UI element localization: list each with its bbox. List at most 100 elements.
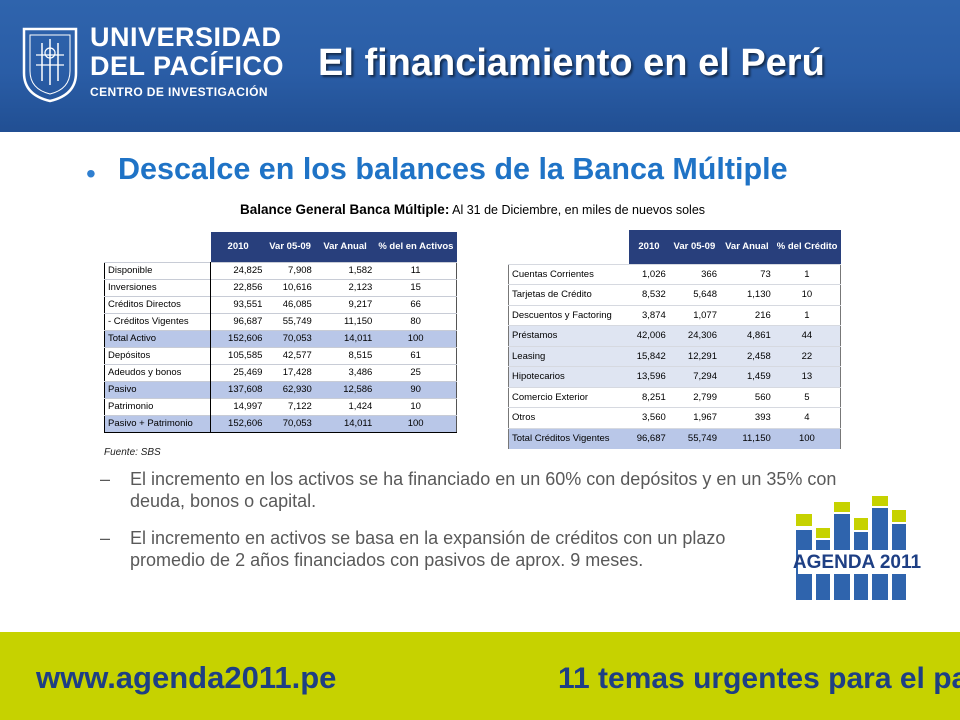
table-row: Descuentos y Factoring 3,874 1,077 216 1 — [508, 304, 841, 326]
cell-var-anual: 1,424 — [314, 397, 376, 415]
cell-var-05-09: 5,648 — [668, 284, 720, 305]
cell-var-anual: 393 — [719, 407, 774, 428]
table-caption: Balance General Banca Múltiple: Al 31 de… — [240, 202, 705, 217]
cell-2010: 14,997 — [210, 397, 266, 415]
cell-2010: 96,687 — [629, 427, 669, 449]
cell-2010: 93,551 — [210, 295, 266, 313]
cell-pct: 100 — [773, 427, 841, 449]
footer-url-link[interactable]: www.agenda2011.pe — [36, 660, 337, 695]
column-header: Var Anual — [719, 230, 774, 264]
header-band: UNIVERSIDAD DEL PACÍFICO CENTRO DE INVES… — [0, 0, 960, 132]
row-label: Comercio Exterior — [508, 386, 630, 408]
cell-var-anual: 12,586 — [314, 380, 376, 398]
header-blank — [105, 232, 211, 262]
agenda-2011-logo: AGENDA 2011 — [793, 496, 922, 600]
table-row: Tarjetas de Crédito 8,532 5,648 1,130 10 — [508, 284, 841, 305]
table-row: - Créditos Vigentes 96,687 55,749 11,150 80 — [104, 312, 457, 330]
cell-2010: 8,251 — [629, 386, 669, 408]
cell-var-anual: 8,515 — [314, 346, 376, 364]
cell-var-05-09: 55,749 — [265, 312, 315, 330]
cell-2010: 105,585 — [210, 346, 266, 364]
cell-var-05-09: 2,799 — [668, 386, 720, 408]
cell-pct: 1 — [773, 263, 841, 285]
row-label: Pasivo — [104, 380, 212, 398]
row-label: Disponible — [104, 261, 212, 279]
column-header: 2010 — [210, 232, 266, 262]
cell-2010: 15,842 — [629, 345, 669, 367]
balance-table-header: 2010 Var 05-09 Var Anual % del en Activo… — [105, 232, 457, 262]
balance-table: 2010 Var 05-09 Var Anual % del en Activo… — [104, 232, 457, 433]
cell-var-anual: 560 — [719, 386, 774, 408]
table-row-total-activo: Total Activo 152,606 70,053 14,011 100 — [104, 329, 457, 347]
column-header: Var 05-09 — [668, 230, 720, 264]
cell-var-05-09: 7,294 — [668, 366, 720, 387]
cell-var-anual: 11,150 — [719, 427, 774, 449]
table-row: Comercio Exterior 8,251 2,799 560 5 — [508, 386, 841, 408]
row-label: Descuentos y Factoring — [508, 304, 630, 326]
cell-var-anual: 14,011 — [314, 414, 376, 432]
table-row: Cuentas Corrientes 1,026 366 73 1 — [508, 263, 841, 285]
cell-var-05-09: 62,930 — [265, 380, 315, 398]
cell-var-05-09: 24,306 — [668, 325, 720, 346]
table-row: Hipotecarios 13,596 7,294 1,459 13 — [508, 366, 841, 387]
row-label: Otros — [508, 407, 630, 428]
row-label: Tarjetas de Crédito — [508, 284, 630, 305]
cell-var-anual: 216 — [719, 304, 774, 326]
sub-bullet-text: El incremento en los activos se ha finan… — [130, 469, 837, 511]
cell-pct: 10 — [773, 284, 841, 305]
agenda-bars-icon — [796, 496, 906, 600]
row-label: - Créditos Vigentes — [104, 312, 212, 330]
table-row: Leasing 15,842 12,291 2,458 22 — [508, 345, 841, 367]
dash-icon: – — [100, 528, 111, 548]
cell-var-05-09: 17,428 — [265, 363, 315, 381]
cell-pct: 90 — [375, 380, 457, 398]
cell-2010: 96,687 — [210, 312, 266, 330]
cell-var-05-09: 46,085 — [265, 295, 315, 313]
logo-line-2: DEL PACÍFICO — [90, 51, 285, 81]
row-label: Inversiones — [104, 278, 212, 296]
row-label: Créditos Directos — [104, 295, 212, 313]
cell-pct: 4 — [773, 407, 841, 428]
cell-var-anual: 1,582 — [314, 261, 376, 279]
table-row: Préstamos 42,006 24,306 4,861 44 — [508, 325, 841, 346]
column-header: % del en Activos — [375, 232, 457, 262]
footer-band — [0, 632, 960, 720]
dash-icon: – — [100, 469, 111, 489]
table-row: Créditos Directos 93,551 46,085 9,217 66 — [104, 295, 457, 313]
cell-var-05-09: 42,577 — [265, 346, 315, 364]
cell-pct: 13 — [773, 366, 841, 387]
row-label: Pasivo + Patrimonio — [104, 414, 212, 432]
cell-var-anual: 4,861 — [719, 325, 774, 346]
cell-2010: 25,469 — [210, 363, 266, 381]
credit-table: 2010 Var 05-09 Var Anual % del Crédito C… — [508, 230, 841, 449]
cell-var-05-09: 10,616 — [265, 278, 315, 296]
table-caption-rest: Al 31 de Diciembre, en miles de nuevos s… — [449, 203, 706, 217]
cell-pct: 5 — [773, 386, 841, 408]
table-row-pasivo-patrimonio: Pasivo + Patrimonio 152,606 70,053 14,011 10… — [104, 414, 457, 432]
cell-pct: 22 — [773, 345, 841, 367]
table-row-total-creditos: Total Créditos Vigentes 96,687 55,749 11,15… — [508, 427, 841, 449]
cell-pct: 80 — [375, 312, 457, 330]
cell-var-anual: 73 — [719, 263, 774, 285]
column-header: % del Crédito — [773, 230, 841, 264]
logo-line-1: UNIVERSIDAD — [90, 22, 282, 52]
cell-var-anual: 1,130 — [719, 284, 774, 305]
table-row-pasivo: Pasivo 137,608 62,930 12,586 90 — [104, 380, 457, 398]
table-row: Inversiones 22,856 10,616 2,123 15 — [104, 278, 457, 296]
table-row: Disponible 24,825 7,908 1,582 11 — [104, 261, 457, 279]
university-logo-text: UNIVERSIDAD DEL PACÍFICO CENTRO DE INVES… — [90, 22, 285, 99]
table-row: Patrimonio 14,997 7,122 1,424 10 — [104, 397, 457, 415]
cell-pct: 11 — [375, 261, 457, 279]
cell-var-05-09: 70,053 — [265, 414, 315, 432]
cell-var-anual: 3,486 — [314, 363, 376, 381]
cell-pct: 100 — [375, 414, 457, 432]
cell-pct: 10 — [375, 397, 457, 415]
cell-var-05-09: 366 — [668, 263, 720, 285]
cell-2010: 8,532 — [629, 284, 669, 305]
row-label: Adeudos y bonos — [104, 363, 212, 381]
university-seal-icon — [22, 27, 78, 103]
row-label: Patrimonio — [104, 397, 212, 415]
cell-var-anual: 9,217 — [314, 295, 376, 313]
agenda-logo-text: AGENDA 2011 — [793, 552, 922, 573]
cell-pct: 66 — [375, 295, 457, 313]
